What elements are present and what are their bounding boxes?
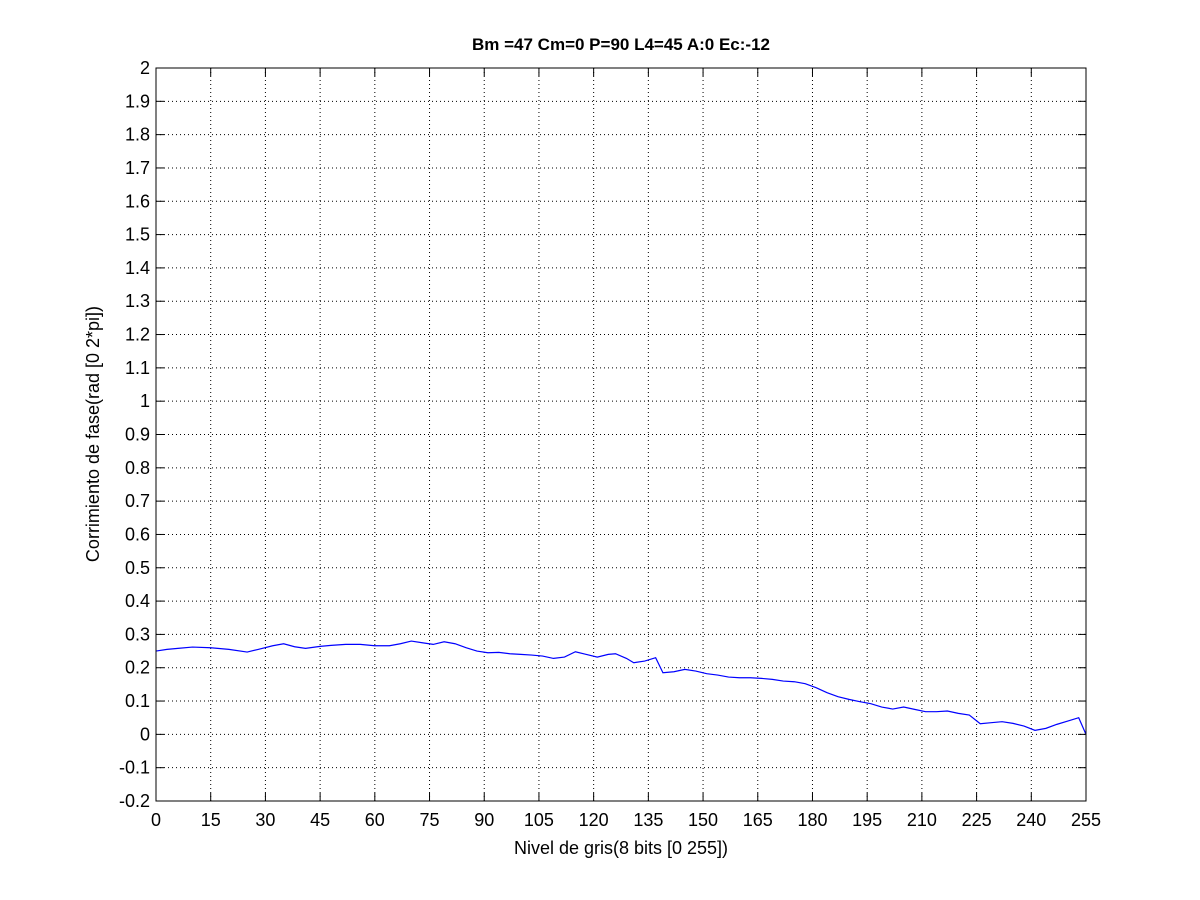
y-tick-label: 0.6 [125,524,150,544]
y-tick-label: 1.1 [125,358,150,378]
x-tick-label: 75 [420,810,440,830]
y-tick-label: 1.6 [125,191,150,211]
y-tick-label: 1.5 [125,225,150,245]
y-tick-label: -0.2 [119,791,150,811]
chart-title: Bm =47 Cm=0 P=90 L4=45 A:0 Ec:-12 [472,35,770,54]
x-tick-label: 255 [1071,810,1101,830]
y-tick-label: 1.3 [125,291,150,311]
y-tick-label: 1.7 [125,158,150,178]
y-tick-label: 0.3 [125,624,150,644]
y-tick-label: 0.8 [125,458,150,478]
x-tick-label: 210 [907,810,937,830]
y-tick-label: 0.1 [125,691,150,711]
y-tick-label: 0.9 [125,425,150,445]
x-tick-label: 15 [201,810,221,830]
series-line [155,640,1087,735]
x-tick-label: 150 [688,810,718,830]
y-tick-label: 1.2 [125,325,150,345]
y-tick-label: 0.5 [125,558,150,578]
x-tick-label: 120 [579,810,609,830]
x-tick-label: 105 [524,810,554,830]
y-tick-label: 0 [140,724,150,744]
x-tick-label: 180 [797,810,827,830]
x-tick-label: 165 [743,810,773,830]
x-tick-label: 225 [962,810,992,830]
series-layer [155,640,1087,735]
x-axis-label: Nivel de gris(8 bits [0 255]) [514,838,728,858]
y-tick-label: 1.9 [125,91,150,111]
x-tick-label: 0 [151,810,161,830]
y-tick-label: 0.4 [125,591,150,611]
x-tick-label: 60 [365,810,385,830]
ticks: 0 15 30 45 60 75 90 105 120 135 150 165 180 195 210 225… [119,58,1101,830]
y-tick-label: 0.2 [125,658,150,678]
x-tick-label: 240 [1016,810,1046,830]
y-tick-label: 2 [140,58,150,78]
x-tick-label: 90 [474,810,494,830]
y-tick-label: 0.7 [125,491,150,511]
x-tick-label: 135 [633,810,663,830]
y-tick-label: 1.8 [125,125,150,145]
x-tick-label: 195 [852,810,882,830]
x-tick-label: 45 [310,810,330,830]
y-tick-label: 1 [140,391,150,411]
y-axis-label: Corrimiento de fase(rad [0 2*pi]) [83,306,103,562]
y-tick-label: -0.1 [119,758,150,778]
y-tick-label: 1.4 [125,258,150,278]
x-tick-label: 30 [255,810,275,830]
